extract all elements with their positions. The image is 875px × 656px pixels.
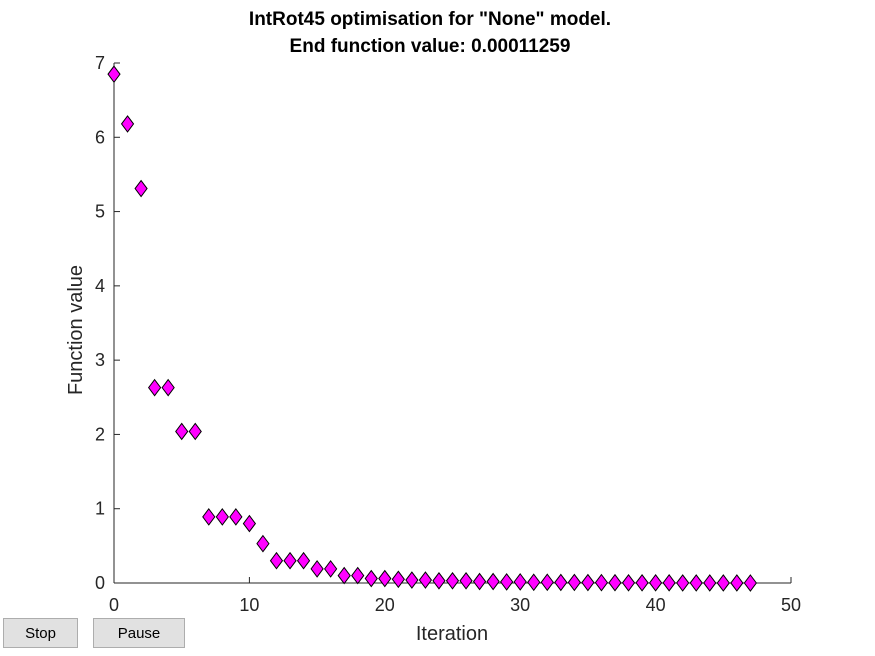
- data-point: [716, 574, 730, 592]
- data-point: [188, 422, 202, 441]
- data-point: [554, 573, 568, 592]
- y-tick-label: 0: [95, 573, 105, 593]
- data-point: [134, 179, 148, 198]
- x-tick-label: 10: [239, 595, 259, 615]
- data-point: [703, 574, 717, 592]
- data-point: [608, 573, 622, 592]
- data-point: [472, 572, 487, 591]
- data-markers: [107, 65, 758, 592]
- data-point: [581, 573, 595, 592]
- chart-title-line-2: End function value: 0.00011259: [290, 36, 571, 57]
- y-tick-label: 2: [95, 424, 105, 444]
- data-point: [730, 574, 744, 592]
- data-point: [662, 574, 676, 592]
- x-axis-label: Iteration: [416, 623, 488, 645]
- axis-ticks: 0 10 20 30 40 50 0 1 2 3 4 5 6 7: [95, 53, 801, 615]
- data-point: [635, 573, 649, 592]
- data-point: [229, 508, 243, 526]
- data-point: [432, 571, 446, 590]
- pause-button[interactable]: Pause: [93, 618, 185, 648]
- data-point: [378, 569, 392, 588]
- data-point: [459, 571, 473, 590]
- data-point: [107, 65, 121, 83]
- data-point: [256, 534, 270, 553]
- data-point: [161, 378, 175, 397]
- data-point: [120, 115, 135, 133]
- data-point: [540, 573, 554, 592]
- data-point: [296, 551, 311, 570]
- data-point: [269, 551, 284, 570]
- chart-title-line-1: IntRot45 optimisation for "None" model.: [249, 9, 611, 30]
- y-axis-label: Function value: [65, 265, 87, 395]
- x-tick-label: 50: [781, 595, 801, 615]
- data-point: [513, 573, 527, 591]
- data-point: [594, 573, 609, 592]
- x-tick-label: 20: [375, 595, 395, 615]
- data-point: [648, 574, 663, 592]
- y-tick-label: 6: [95, 127, 105, 147]
- data-point: [147, 378, 162, 397]
- data-point: [351, 566, 365, 585]
- data-point: [743, 574, 758, 592]
- x-tick-label: 40: [646, 595, 666, 615]
- data-point: [500, 573, 514, 591]
- y-tick-label: 1: [95, 499, 105, 519]
- data-point: [676, 574, 690, 592]
- x-tick-label: 30: [510, 595, 530, 615]
- data-point: [324, 560, 338, 578]
- data-point: [391, 570, 405, 589]
- data-point: [621, 573, 636, 592]
- data-point: [486, 572, 500, 591]
- data-point: [405, 571, 419, 589]
- y-tick-label: 4: [95, 276, 105, 296]
- data-point: [689, 574, 703, 592]
- data-point: [175, 422, 189, 441]
- data-point: [527, 573, 541, 592]
- data-point: [337, 566, 351, 585]
- plot-axes: [113, 63, 791, 584]
- data-point: [364, 569, 378, 588]
- data-point: [567, 573, 581, 592]
- y-tick-label: 5: [95, 202, 105, 222]
- data-point: [283, 551, 297, 570]
- data-point: [215, 508, 229, 526]
- y-tick-label: 7: [95, 53, 105, 73]
- x-tick-label: 0: [109, 595, 119, 615]
- y-tick-label: 3: [95, 350, 105, 370]
- data-point: [418, 571, 433, 589]
- data-point: [202, 508, 216, 526]
- stop-button[interactable]: Stop: [3, 618, 78, 648]
- data-point: [242, 514, 257, 533]
- data-point: [445, 571, 460, 590]
- data-point: [310, 560, 324, 578]
